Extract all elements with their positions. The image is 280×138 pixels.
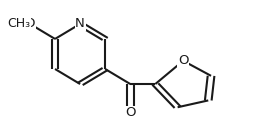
Text: N: N <box>75 17 85 30</box>
Text: O: O <box>125 106 136 119</box>
Text: CH₃: CH₃ <box>8 17 31 30</box>
Text: O: O <box>25 17 35 30</box>
Text: O: O <box>178 54 188 67</box>
